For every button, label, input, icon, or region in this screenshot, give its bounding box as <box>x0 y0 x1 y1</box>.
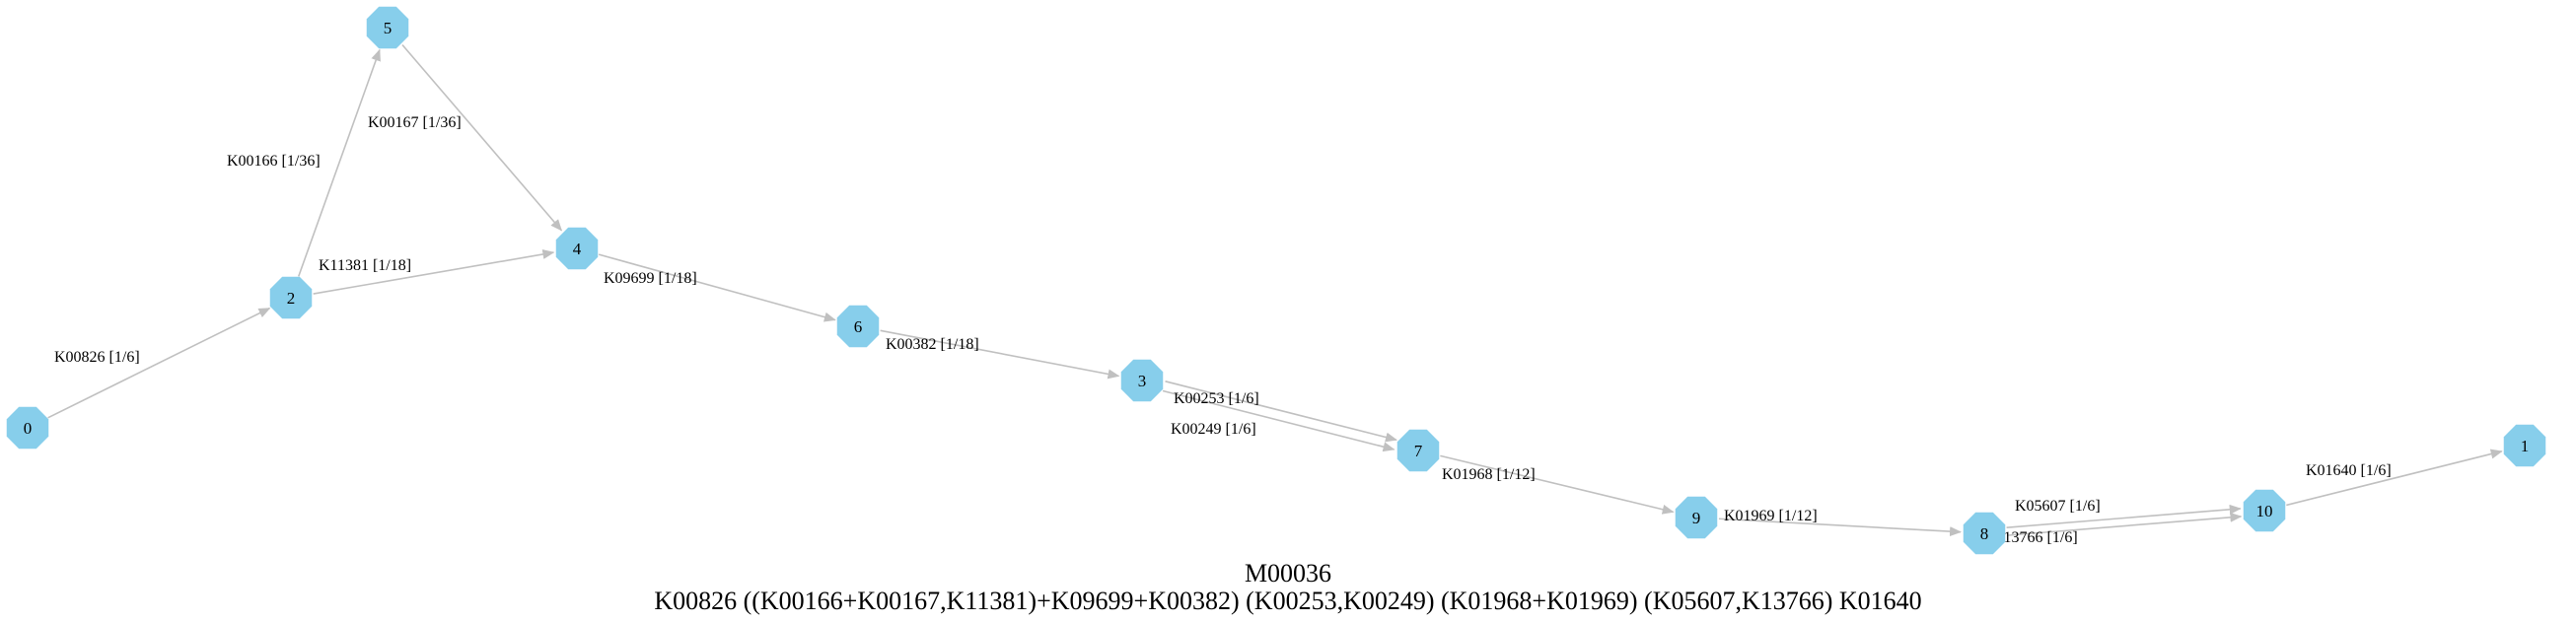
edge-label-4-6: K09699 [1/18] <box>604 270 697 287</box>
node-5: 5 <box>366 6 409 49</box>
node-shape-6 <box>836 305 880 348</box>
node-label-10: 10 <box>2256 502 2273 520</box>
node-7: 7 <box>1396 429 1440 472</box>
node-2: 2 <box>269 276 313 319</box>
edge-label-3-7: K00253 [1/6] <box>1174 390 1259 407</box>
edge-6-3 <box>880 329 1120 380</box>
node-shape-3 <box>1120 359 1164 402</box>
node-shape-8 <box>1963 512 2006 555</box>
node-label-4: 4 <box>573 240 582 258</box>
edge-2-4 <box>313 249 555 295</box>
edge-5-4 <box>401 43 563 232</box>
edges-layer <box>47 43 2503 537</box>
edge-4-6 <box>598 253 836 322</box>
edge-label-8-10: K05607 [1/6] <box>2015 498 2101 515</box>
edge-7-9 <box>1440 454 1675 515</box>
node-label-9: 9 <box>1692 509 1701 527</box>
node-shape-7 <box>1396 429 1440 472</box>
edge-label-10-1: K01640 [1/6] <box>2306 462 2392 479</box>
node-label-3: 3 <box>1138 372 1147 390</box>
edge-9-8 <box>1718 518 1963 537</box>
node-label-5: 5 <box>384 19 393 37</box>
node-8: 8 <box>1963 512 2006 555</box>
node-label-0: 0 <box>24 419 33 438</box>
module-formula: K00826 ((K00166+K00167,K11381)+K09699+K0… <box>654 587 1921 615</box>
edge-3-7 <box>1162 389 1395 452</box>
node-label-8: 8 <box>1980 524 1989 543</box>
edge-label-7-9: K01968 [1/12] <box>1442 466 1536 483</box>
node-label-1: 1 <box>2521 437 2530 455</box>
node-9: 9 <box>1675 496 1718 539</box>
edge-label-6-3: K00382 [1/18] <box>886 336 979 353</box>
edge-8-10 <box>2006 504 2242 528</box>
node-shape-0 <box>6 406 49 450</box>
node-label-7: 7 <box>1414 442 1423 460</box>
nodes-layer: 0 1 2 3 4 5 6 7 8 9 10 <box>6 6 2546 555</box>
node-shape-1 <box>2503 424 2546 467</box>
edge-3-7 <box>1165 381 1397 443</box>
node-3: 3 <box>1120 359 1164 402</box>
node-shape-4 <box>555 227 599 270</box>
node-1: 1 <box>2503 424 2546 467</box>
edge-8-10 <box>2007 512 2243 536</box>
edge-label-0-2: K00826 [1/6] <box>54 349 140 366</box>
node-10: 10 <box>2243 489 2286 532</box>
edge-label-8-10: K13766 [1/6] <box>1992 529 2078 546</box>
edge-0-2 <box>47 307 271 419</box>
edge-label-2-4: K11381 [1/18] <box>319 257 411 274</box>
edge-10-1 <box>2286 449 2503 507</box>
node-4: 4 <box>555 227 599 270</box>
edge-label-2-5: K00166 [1/36] <box>227 153 321 170</box>
node-label-2: 2 <box>287 289 296 308</box>
node-6: 6 <box>836 305 880 348</box>
node-shape-5 <box>366 6 409 49</box>
node-shape-2 <box>269 276 313 319</box>
node-shape-9 <box>1675 496 1718 539</box>
node-0: 0 <box>6 406 49 450</box>
edge-label-9-8: K01969 [1/12] <box>1724 508 1818 524</box>
edge-label-5-4: K00167 [1/36] <box>368 114 462 131</box>
edge-2-5 <box>297 48 381 277</box>
node-label-6: 6 <box>854 317 863 336</box>
node-shape-10 <box>2243 489 2286 532</box>
diagram-title: M00036 <box>1245 559 1331 588</box>
edge-labels-layer: K00826 [1/6] K00166 [1/36] K00167 [1/36] K1… <box>54 114 2392 546</box>
edge-label-3-7: K00249 [1/6] <box>1171 421 1256 438</box>
